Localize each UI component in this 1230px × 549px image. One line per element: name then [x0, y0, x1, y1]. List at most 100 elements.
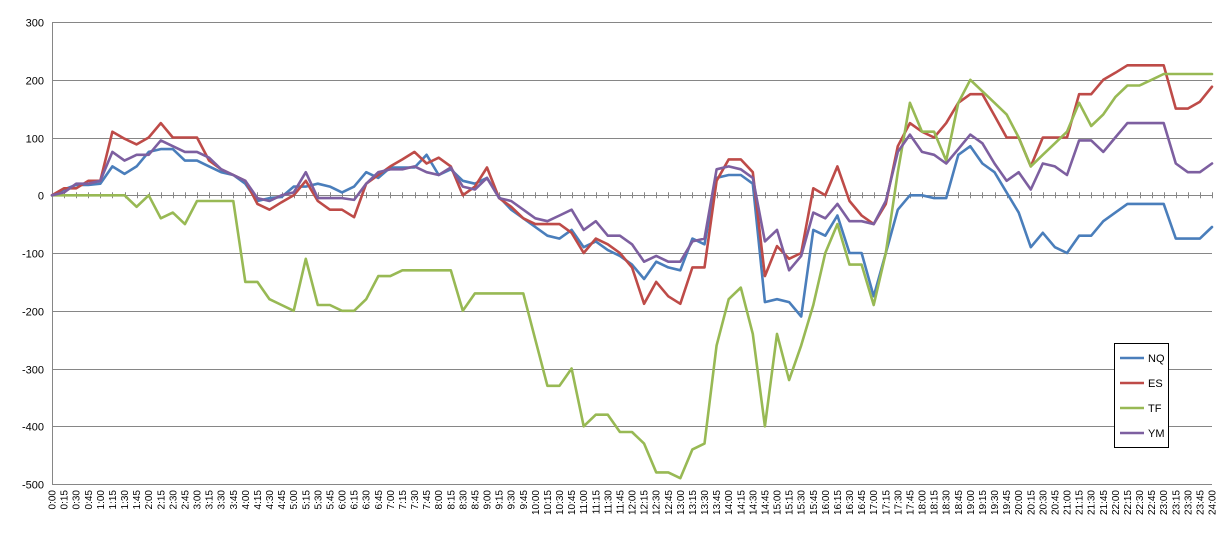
x-tick-label: 18:45 — [954, 490, 965, 515]
x-tick-label: 11:15 — [591, 490, 602, 515]
x-tick-label: 15:00 — [773, 490, 784, 515]
legend: NQ ES TF YM — [1114, 343, 1169, 448]
x-tick-label: 13:30 — [700, 490, 711, 515]
series-line-tf — [50, 72, 1214, 480]
series-line-ym — [50, 121, 1214, 272]
x-tick-label: 9:00 — [483, 490, 494, 510]
x-tick-label: 7:00 — [386, 490, 397, 510]
x-tick-label: 1:45 — [132, 490, 143, 510]
x-tick-label: 7:30 — [410, 490, 421, 510]
x-tick-label: 9:15 — [495, 490, 506, 510]
x-tick-label: 23:00 — [1159, 490, 1170, 515]
x-tick-label: 16:15 — [833, 490, 844, 515]
legend-box — [1114, 343, 1169, 448]
x-tick-label: 10:30 — [555, 490, 566, 515]
x-tick-label: 4:15 — [253, 490, 264, 510]
x-tick-label: 11:30 — [603, 490, 614, 515]
x-tick-label: 10:15 — [543, 490, 554, 515]
x-tick-label: 0:30 — [72, 490, 83, 510]
x-tick-label: 14:45 — [760, 490, 771, 515]
x-tick-label: 10:00 — [531, 490, 542, 515]
x-tick-label: 18:30 — [942, 490, 953, 515]
legend-label-es: ES — [1148, 378, 1163, 390]
x-tick-label: 5:15 — [301, 490, 312, 510]
y-axis-ticks: 300 200 100 0 -100 -200 -300 -400 -500 — [22, 18, 44, 492]
x-tick-label: 16:45 — [857, 490, 868, 515]
x-tick-label: 22:30 — [1135, 490, 1146, 515]
x-tick-label: 20:30 — [1038, 490, 1049, 515]
x-tick-label: 20:15 — [1026, 490, 1037, 515]
x-tick-label: 16:30 — [845, 490, 856, 515]
x-tick-label: 6:30 — [362, 490, 373, 510]
x-tick-label: 8:45 — [470, 490, 481, 510]
x-tick-label: 5:30 — [313, 490, 324, 510]
x-tick-label: 23:45 — [1195, 490, 1206, 515]
x-tick-label: 18:15 — [930, 490, 941, 515]
gridlines — [52, 22, 1212, 485]
y-tick-label: 300 — [26, 18, 44, 30]
x-tick-label: 21:00 — [1063, 490, 1074, 515]
x-tick-label: 9:30 — [507, 490, 518, 510]
x-tick-label: 21:45 — [1099, 490, 1110, 515]
x-tick-label: 16:00 — [821, 490, 832, 515]
x-tick-label: 0:45 — [84, 490, 95, 510]
x-tick-label: 2:45 — [180, 490, 191, 510]
x-axis: 0:00 0:15 0:30 0:45 1:00 1:15 1:30 1:45 2:00 2:15… — [48, 192, 1219, 515]
x-tick-label: 2:15 — [156, 490, 167, 510]
y-tick-label: 100 — [26, 134, 44, 146]
x-tick-label: 6:00 — [338, 490, 349, 510]
x-tick-label: 22:00 — [1111, 490, 1122, 515]
y-tick-label: -300 — [22, 365, 44, 377]
x-tick-label: 7:45 — [422, 490, 433, 510]
legend-label-nq: NQ — [1148, 353, 1165, 365]
x-tick-label: 23:30 — [1183, 490, 1194, 515]
y-tick-label: -400 — [22, 422, 44, 434]
x-tick-label: 9:45 — [519, 490, 530, 510]
x-tick-label: 7:15 — [398, 490, 409, 510]
x-tick-label: 0:00 — [48, 490, 59, 510]
x-tick-label: 8:00 — [434, 490, 445, 510]
x-tick-label: 11:45 — [615, 490, 626, 515]
x-tick-label: 24:00 — [1208, 490, 1219, 515]
x-tick-label: 1:15 — [108, 490, 119, 510]
x-tick-label: 15:30 — [797, 490, 808, 515]
x-tick-label: 19:45 — [1002, 490, 1013, 515]
series-line-nq — [50, 144, 1214, 318]
x-tick-label: 14:30 — [748, 490, 759, 515]
x-tick-label: 17:30 — [893, 490, 904, 515]
legend-label-ym: YM — [1148, 428, 1165, 440]
y-tick-label: -200 — [22, 307, 44, 319]
y-tick-label: -100 — [22, 249, 44, 261]
x-tick-label: 12:00 — [628, 490, 639, 515]
x-tick-label: 13:00 — [676, 490, 687, 515]
x-tick-label: 1:00 — [96, 490, 107, 510]
x-tick-label: 19:15 — [978, 490, 989, 515]
x-tick-label: 22:15 — [1123, 490, 1134, 515]
x-tick-label: 11:00 — [579, 490, 590, 515]
x-tick-label: 13:45 — [712, 490, 723, 515]
series-line-es — [50, 64, 1214, 306]
x-tick-label: 12:30 — [652, 490, 663, 515]
x-tick-label: 6:15 — [350, 490, 361, 510]
x-tick-label: 17:45 — [905, 490, 916, 515]
x-tick-label: 4:00 — [241, 490, 252, 510]
x-tick-label: 0:15 — [60, 490, 71, 510]
x-tick-label: 2:30 — [168, 490, 179, 510]
y-tick-label: -500 — [22, 480, 44, 492]
x-tick-label: 2:00 — [144, 490, 155, 510]
x-tick-label: 5:45 — [325, 490, 336, 510]
x-tick-label: 15:45 — [809, 490, 820, 515]
x-tick-label: 17:00 — [869, 490, 880, 515]
x-tick-label: 3:30 — [217, 490, 228, 510]
x-tick-label: 6:45 — [374, 490, 385, 510]
x-tick-label: 4:30 — [265, 490, 276, 510]
x-tick-label: 15:15 — [785, 490, 796, 515]
x-tick-label: 3:45 — [229, 490, 240, 510]
x-tick-label: 21:30 — [1087, 490, 1098, 515]
legend-label-tf: TF — [1148, 403, 1162, 415]
x-tick-label: 17:15 — [881, 490, 892, 515]
series-lines — [50, 64, 1214, 480]
x-tick-label: 18:00 — [918, 490, 929, 515]
